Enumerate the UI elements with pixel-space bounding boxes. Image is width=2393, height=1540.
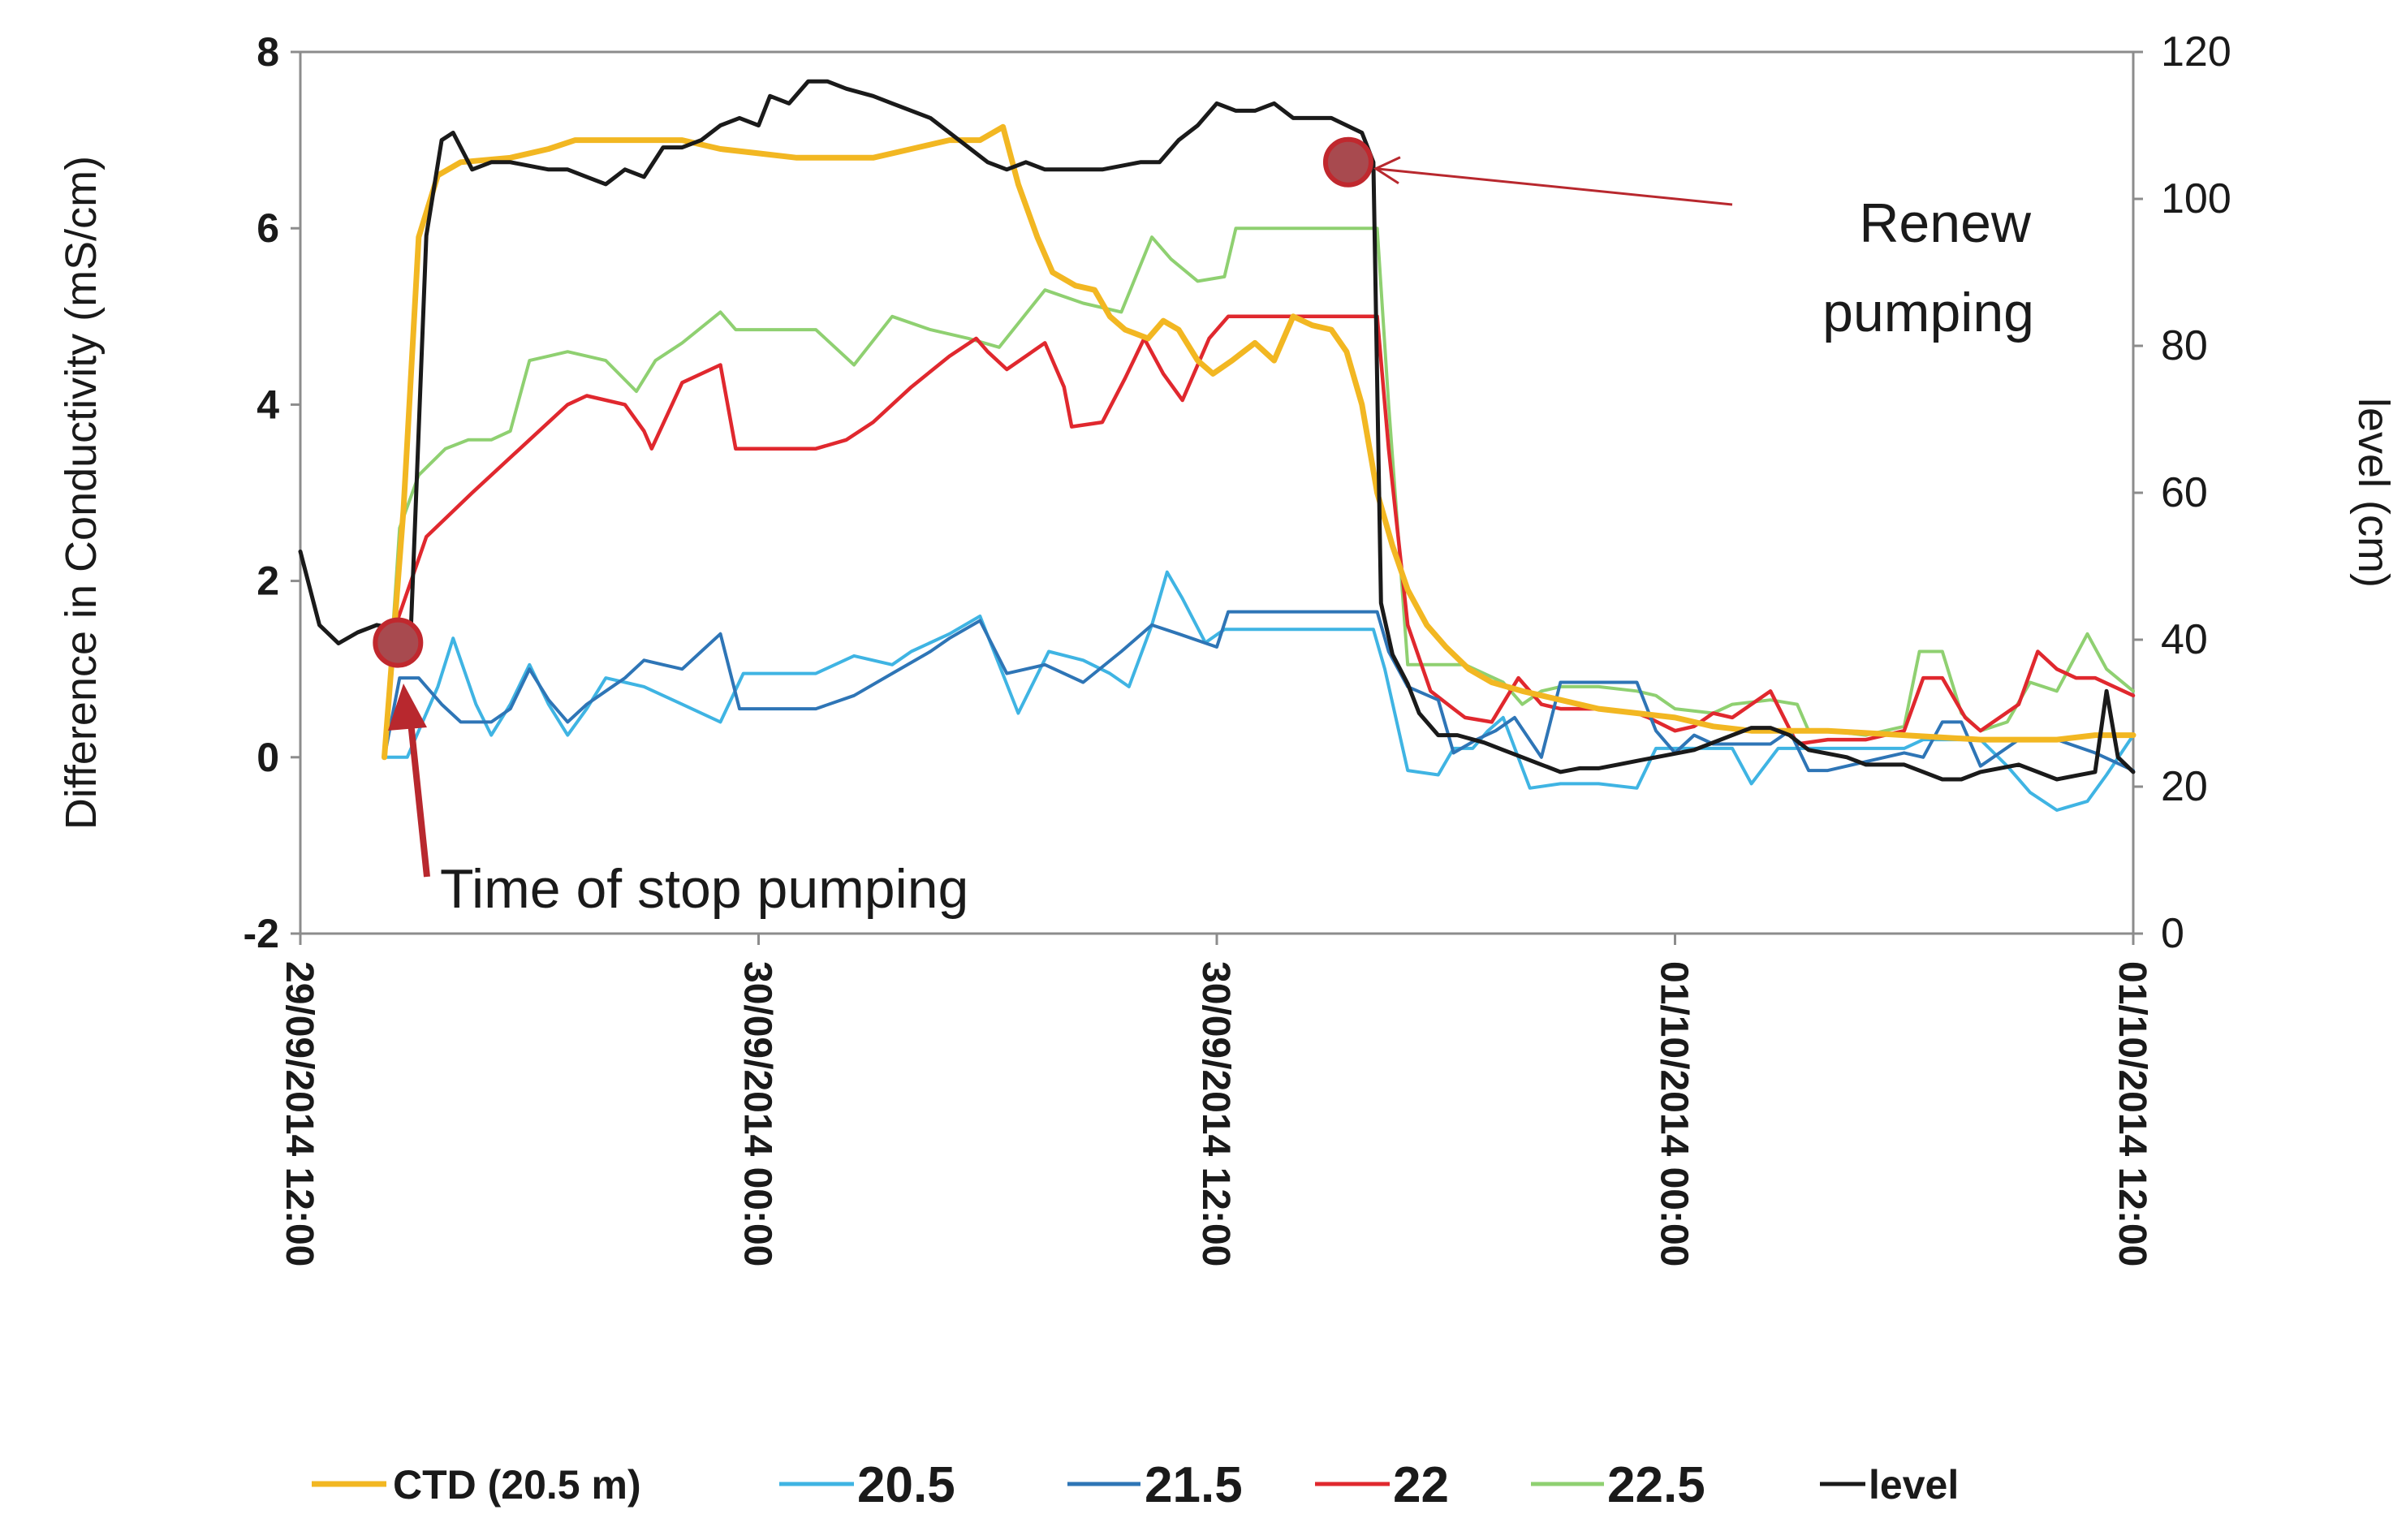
renew-pumping-arrow	[1375, 167, 1733, 206]
x-tick-label: 30/09/2014 00:00	[736, 961, 779, 1266]
series-layer	[298, 79, 2136, 812]
series-line-level	[298, 79, 2136, 782]
y-tick-label: 0	[257, 735, 279, 780]
annotations: Time of stop pumping Renew pumping	[373, 136, 2034, 920]
y-tick-label: -2	[244, 911, 279, 956]
right-y-axis: 0 20 40 60 80 100 120	[2133, 28, 2231, 957]
stop-pumping-arrow	[407, 714, 430, 878]
x-tick-label: 29/09/2014 12:00	[278, 961, 321, 1266]
renew-pumping-label-line2: pumping	[1822, 282, 2034, 343]
y2-tick-label: 60	[2161, 469, 2208, 516]
x-axis: 29/09/2014 12:00 30/09/2014 00:00 30/09/20…	[278, 934, 2154, 1266]
renew-pumping-label-line1: Renew	[1859, 192, 2032, 254]
y-tick-label: 6	[257, 205, 279, 251]
y-tick-label: 8	[257, 29, 279, 75]
series-line-21-5	[382, 610, 2135, 773]
y2-tick-label: 40	[2161, 616, 2208, 663]
y-tick-label: 2	[257, 559, 279, 604]
x-tick-label: 01/10/2014 00:00	[1653, 961, 1696, 1266]
y-axis-title: Difference in Conductivity (mS/cm)	[57, 156, 106, 830]
legend-label-22-5: 22.5	[1607, 1457, 1705, 1513]
legend-label-21-5: 21.5	[1145, 1457, 1243, 1513]
series-line-ctd-20-5-m-	[382, 123, 2136, 761]
stop-pumping-label: Time of stop pumping	[440, 858, 968, 920]
x-tick-label: 30/09/2014 12:00	[1194, 961, 1237, 1266]
y-tick-label: 4	[257, 382, 279, 427]
renew-pumping-arrowhead	[1373, 156, 1401, 185]
left-y-axis: -2 0 2 4 6 8	[244, 29, 300, 956]
y2-tick-label: 100	[2161, 175, 2231, 222]
stop-pumping-marker	[373, 617, 424, 668]
stop-pumping-arrowhead	[388, 684, 427, 731]
legend-label-22: 22	[1393, 1457, 1449, 1513]
y2-tick-label: 0	[2161, 910, 2184, 957]
x-tick-label: 01/10/2014 12:00	[2111, 961, 2154, 1266]
y2-axis-title: level (cm)	[2349, 398, 2393, 588]
legend-label-20-5: 20.5	[857, 1457, 955, 1513]
y2-tick-label: 120	[2161, 28, 2231, 75]
legend: CTD (20.5 m) 20.5 21.5 22 22.5 level	[312, 1457, 1959, 1513]
legend-label-ctd: CTD (20.5 m)	[393, 1462, 641, 1508]
renew-pumping-marker	[1322, 136, 1373, 188]
y2-tick-label: 80	[2161, 322, 2208, 369]
legend-label-level: level	[1869, 1462, 1959, 1508]
y2-tick-label: 20	[2161, 763, 2208, 810]
